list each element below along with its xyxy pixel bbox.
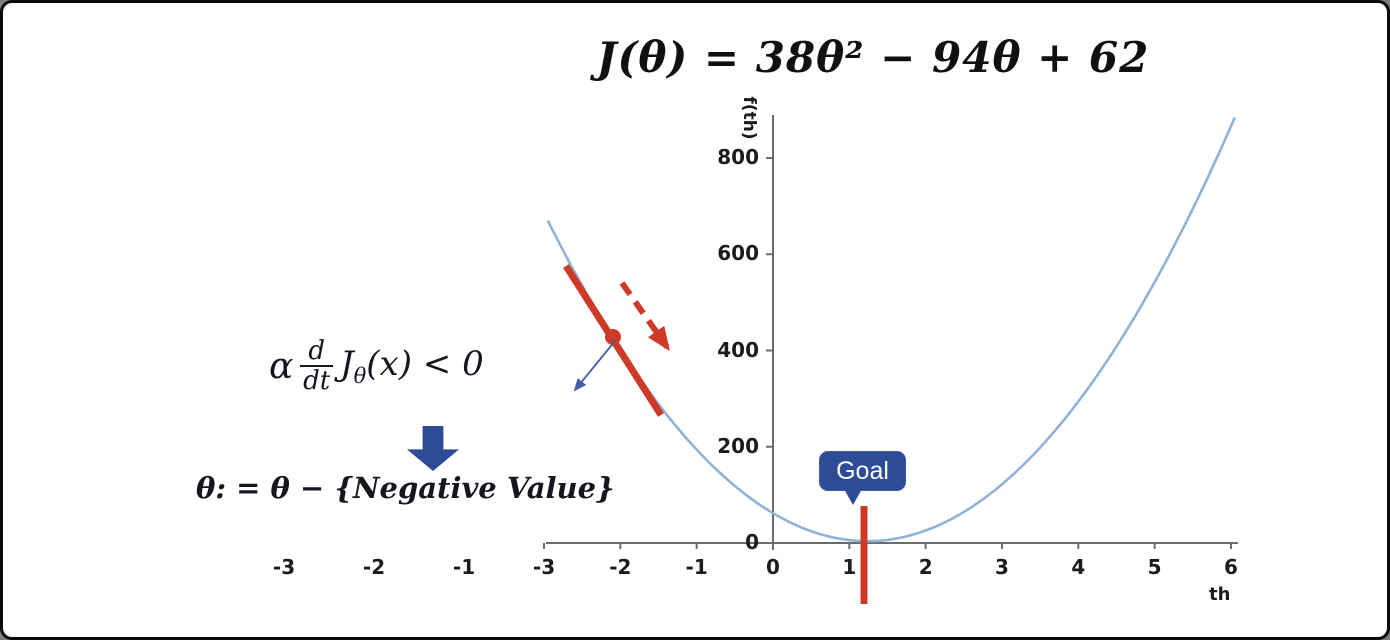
cost-function-term: Jθ(x) < 0 (340, 344, 484, 388)
gradient-formula: α d dt Jθ(x) < 0 (269, 337, 484, 395)
function-args-inequality: (x) < 0 (366, 344, 484, 385)
y-axis-label: f(th) (739, 96, 759, 140)
goal-callout-tail-icon (844, 489, 862, 505)
fraction-denominator: dt (303, 366, 331, 397)
y-tick-label: 600 (717, 241, 759, 266)
y-tick-label: 200 (717, 433, 759, 458)
x-tick-label: -3 (532, 555, 556, 579)
x-tick-label: 5 (1147, 555, 1162, 579)
y-tick-label: 800 (717, 145, 759, 169)
stray-x-tick-label: -3 (272, 555, 296, 579)
tangent-point (605, 329, 621, 345)
update-rule-formula: θ: = θ − {Negative Value} (196, 471, 615, 505)
chart-plot (543, 115, 1238, 604)
y-tick-label: 0 (745, 530, 759, 554)
formula-pointer-arrow (573, 340, 616, 392)
chart-title: J(θ) = 38θ² − 94θ + 62 (596, 33, 1150, 82)
goal-callout: Goal (819, 451, 906, 505)
derivative-fraction: d dt (300, 337, 333, 395)
x-tick-label: 3 (995, 555, 1009, 579)
x-tick-label: 1 (842, 555, 857, 579)
alpha-symbol: α (269, 345, 294, 387)
fraction-numerator: d (300, 337, 333, 368)
function-subscript: θ (353, 363, 367, 388)
stray-x-tick-label: -1 (452, 555, 476, 579)
x-tick-label: 6 (1224, 555, 1238, 579)
x-tick-label: 2 (918, 555, 933, 579)
y-tick-label: 400 (717, 337, 759, 362)
goal-label: Goal (836, 456, 889, 485)
gradient-direction-arrow (619, 281, 670, 352)
stray-x-tick-label: -2 (362, 555, 386, 579)
function-symbol: J (339, 344, 354, 385)
x-axis-label: th (1209, 584, 1231, 605)
x-tick-label: 0 (766, 555, 780, 579)
axis-tick-marks (543, 157, 1232, 549)
x-tick-label: -2 (609, 555, 632, 579)
x-tick-label: 4 (1071, 555, 1086, 579)
x-tick-label: -1 (685, 555, 708, 579)
parabola-curve (546, 116, 1236, 543)
